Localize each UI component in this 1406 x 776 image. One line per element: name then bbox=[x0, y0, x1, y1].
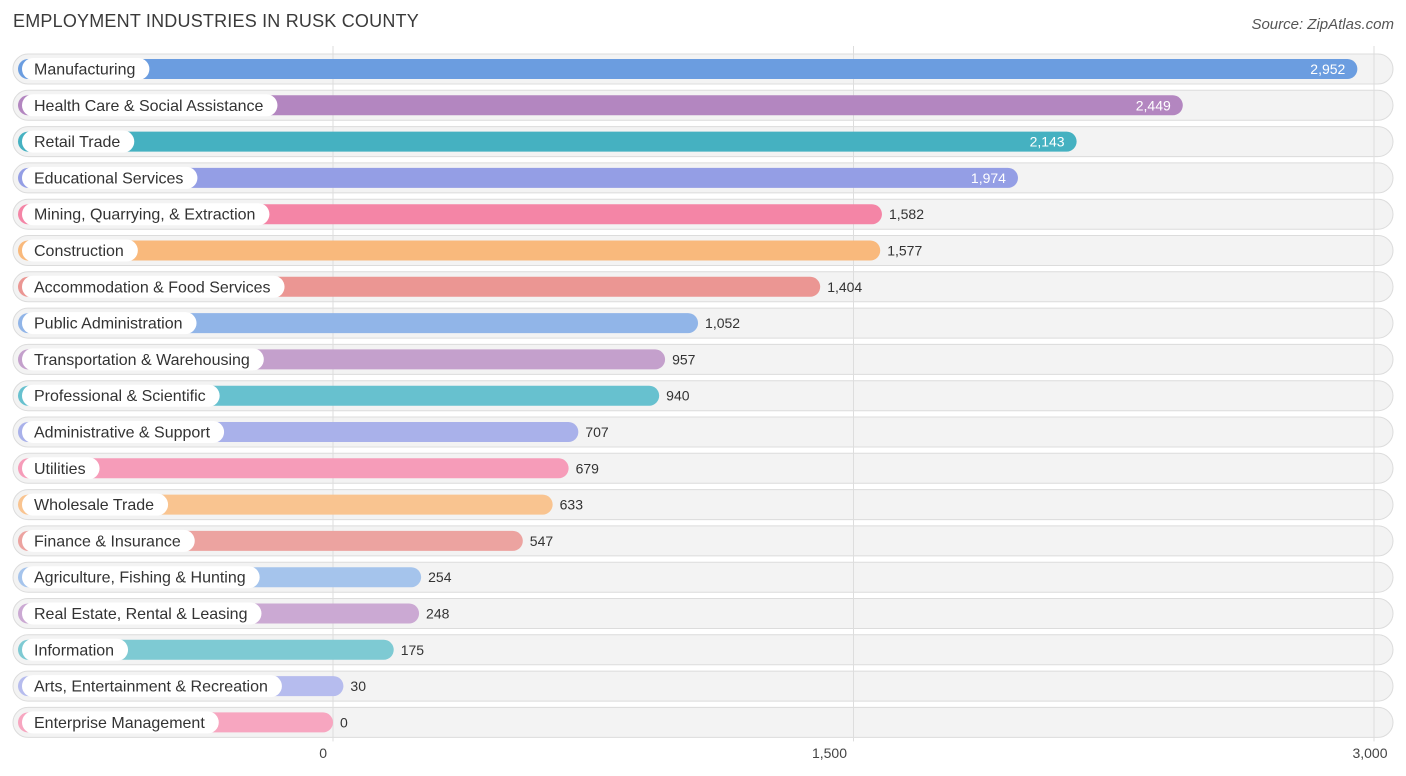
value-label: 957 bbox=[672, 351, 696, 367]
row-background bbox=[12, 706, 1394, 738]
bar bbox=[18, 59, 1358, 79]
value-label: 1,582 bbox=[889, 206, 924, 222]
value-label: 30 bbox=[350, 678, 366, 694]
category-label: Wholesale Trade bbox=[34, 497, 154, 514]
category-label-pill bbox=[22, 493, 169, 516]
value-label: 248 bbox=[426, 606, 450, 622]
category-label: Information bbox=[34, 642, 114, 659]
x-tick-label: 3,000 bbox=[1352, 745, 1387, 761]
bar bbox=[18, 167, 1018, 188]
category-label-pill bbox=[22, 602, 262, 625]
category-label-pill bbox=[22, 58, 150, 80]
category-label: Mining, Quarrying, & Extraction bbox=[34, 207, 255, 224]
value-label: 547 bbox=[530, 533, 554, 549]
category-label: Arts, Entertainment & Recreation bbox=[34, 679, 268, 696]
bar bbox=[18, 458, 569, 479]
category-label-pill bbox=[22, 348, 264, 371]
category-label: Finance & Insurance bbox=[34, 533, 181, 550]
value-label: 175 bbox=[401, 642, 425, 658]
category-label-pill bbox=[22, 166, 198, 189]
value-label: 254 bbox=[428, 569, 452, 585]
category-label: Agriculture, Fishing & Hunting bbox=[34, 570, 246, 587]
bar bbox=[18, 95, 1183, 116]
value-label: 2,143 bbox=[1030, 134, 1065, 150]
category-label: Administrative & Support bbox=[34, 425, 211, 442]
category-label-pill bbox=[22, 130, 135, 153]
category-label-pill bbox=[22, 203, 270, 226]
category-label-pill bbox=[22, 529, 195, 552]
category-label-pill bbox=[22, 421, 225, 443]
x-tick-label: 0 bbox=[319, 745, 327, 761]
value-label: 1,974 bbox=[971, 170, 1006, 186]
row-background bbox=[12, 670, 1394, 702]
category-label-pill bbox=[22, 312, 197, 335]
bar bbox=[18, 131, 1077, 152]
category-label-pill bbox=[22, 384, 220, 407]
category-label-pill bbox=[22, 638, 129, 661]
x-tick-label: 1,500 bbox=[812, 745, 847, 761]
bar bbox=[18, 240, 881, 261]
category-label: Manufacturing bbox=[34, 62, 135, 79]
category-label-pill bbox=[22, 675, 282, 698]
source-credit: Source: ZipAtlas.com bbox=[1251, 16, 1394, 33]
category-label: Retail Trade bbox=[34, 134, 120, 151]
category-label: Transportation & Warehousing bbox=[34, 352, 250, 369]
category-label-pill bbox=[22, 711, 219, 734]
value-label: 1,052 bbox=[705, 315, 740, 331]
value-label: 679 bbox=[576, 460, 600, 476]
value-label: 2,449 bbox=[1136, 97, 1171, 113]
category-label-pill bbox=[22, 94, 278, 117]
category-label-pill bbox=[22, 239, 138, 262]
category-label: Professional & Scientific bbox=[34, 388, 206, 405]
value-label: 2,952 bbox=[1310, 61, 1345, 77]
category-label: Public Administration bbox=[34, 316, 183, 333]
category-label-pill bbox=[22, 566, 260, 589]
category-label: Health Care & Social Assistance bbox=[34, 98, 264, 115]
category-label: Construction bbox=[34, 243, 124, 260]
category-label-pill bbox=[22, 275, 285, 298]
value-label: 940 bbox=[666, 388, 690, 404]
value-label: 633 bbox=[560, 497, 584, 513]
value-label: 1,577 bbox=[887, 243, 922, 259]
chart-title: EMPLOYMENT INDUSTRIES IN RUSK COUNTY bbox=[13, 11, 419, 31]
category-label: Enterprise Management bbox=[34, 715, 205, 732]
value-label: 0 bbox=[340, 714, 348, 730]
category-label-pill bbox=[22, 457, 100, 480]
category-label: Utilities bbox=[34, 461, 86, 478]
category-label: Accommodation & Food Services bbox=[34, 279, 271, 296]
category-label: Educational Services bbox=[34, 170, 183, 187]
value-label: 1,404 bbox=[827, 279, 862, 295]
category-label: Real Estate, Rental & Leasing bbox=[34, 606, 247, 623]
value-label: 707 bbox=[585, 424, 609, 440]
